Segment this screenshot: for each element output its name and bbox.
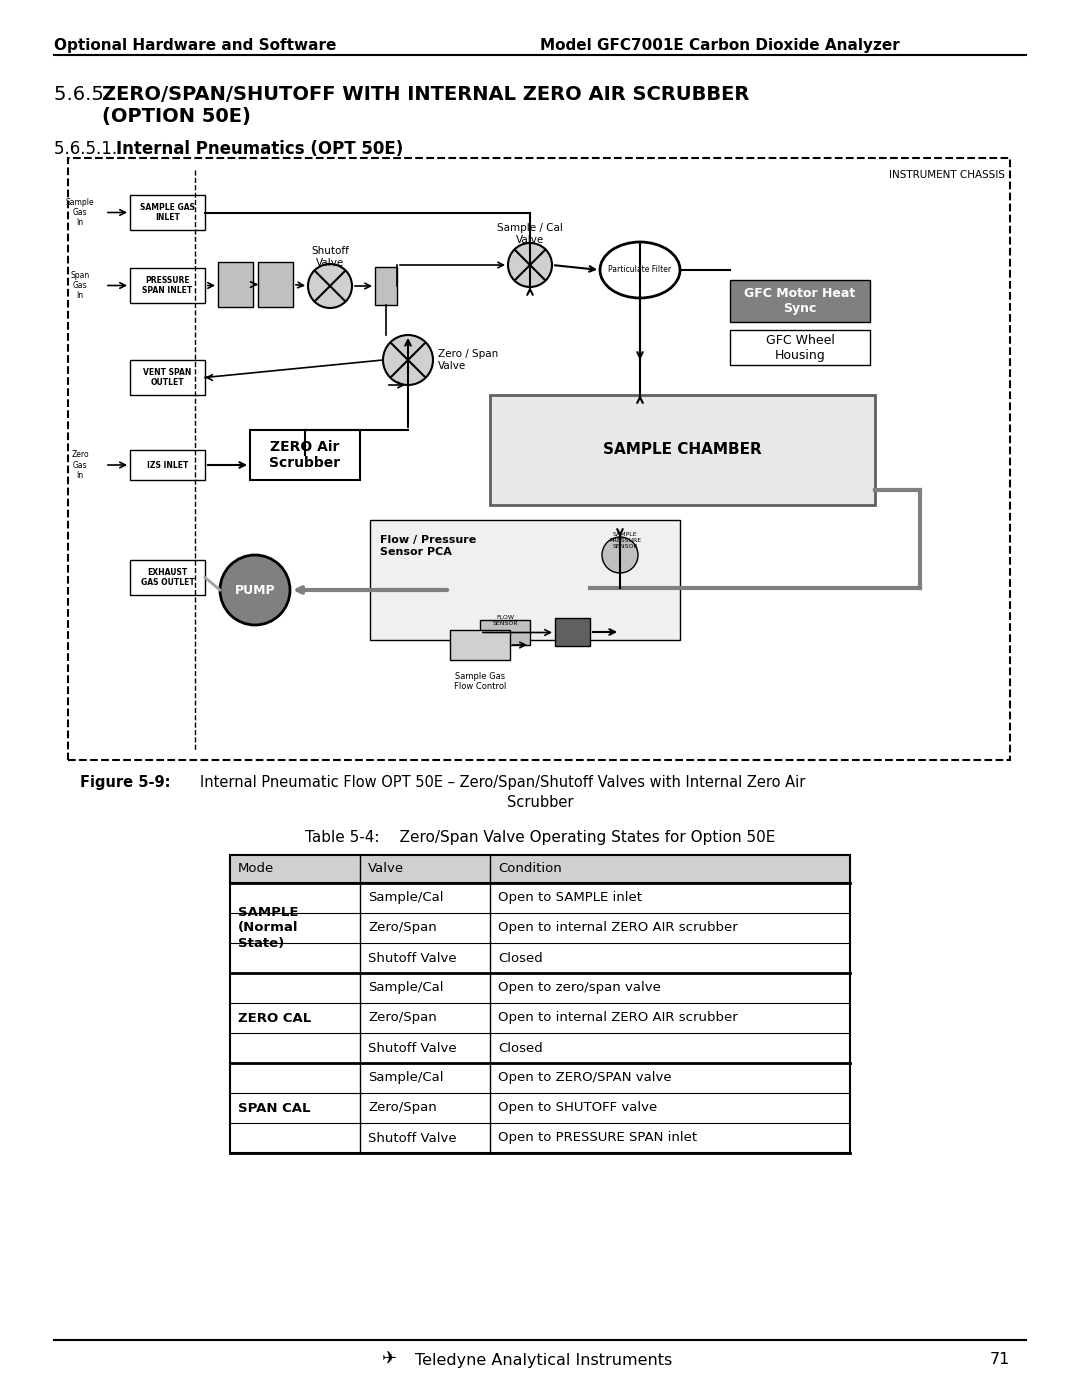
FancyBboxPatch shape [480, 620, 530, 645]
Ellipse shape [600, 242, 680, 298]
Text: ✈: ✈ [382, 1351, 397, 1369]
Text: (OPTION 50E): (OPTION 50E) [102, 108, 251, 126]
FancyBboxPatch shape [130, 450, 205, 481]
FancyBboxPatch shape [258, 263, 293, 307]
Text: FLOW
SENSOR: FLOW SENSOR [492, 615, 517, 626]
Text: VENT SPAN
OUTLET: VENT SPAN OUTLET [144, 367, 191, 387]
Text: Flow / Pressure
Sensor PCA: Flow / Pressure Sensor PCA [380, 535, 476, 556]
Text: INSTRUMENT CHASSIS: INSTRUMENT CHASSIS [889, 170, 1005, 180]
Text: Shutoff Valve: Shutoff Valve [368, 1042, 457, 1055]
FancyBboxPatch shape [249, 430, 360, 481]
FancyBboxPatch shape [68, 158, 1010, 760]
FancyBboxPatch shape [130, 196, 205, 231]
Circle shape [602, 536, 638, 573]
FancyBboxPatch shape [218, 263, 253, 307]
Text: IZS INLET: IZS INLET [147, 461, 188, 469]
Text: Sample / Cal
Valve: Sample / Cal Valve [497, 224, 563, 244]
Text: Sample Gas
Flow Control: Sample Gas Flow Control [454, 672, 507, 692]
FancyBboxPatch shape [130, 560, 205, 595]
FancyBboxPatch shape [130, 360, 205, 395]
Text: Open to PRESSURE SPAN inlet: Open to PRESSURE SPAN inlet [498, 1132, 697, 1144]
Text: Sample/Cal: Sample/Cal [368, 891, 444, 904]
Text: Open to SHUTOFF valve: Open to SHUTOFF valve [498, 1101, 658, 1115]
Text: Open to zero/span valve: Open to zero/span valve [498, 982, 661, 995]
Text: Span
Gas
In: Span Gas In [70, 271, 90, 300]
Text: Open to internal ZERO AIR scrubber: Open to internal ZERO AIR scrubber [498, 922, 738, 935]
Text: Shutoff Valve: Shutoff Valve [368, 1132, 457, 1144]
FancyBboxPatch shape [730, 279, 870, 321]
Text: Open to SAMPLE inlet: Open to SAMPLE inlet [498, 891, 642, 904]
Text: Scrubber: Scrubber [507, 795, 573, 810]
Text: SAMPLE GAS
INLET: SAMPLE GAS INLET [140, 203, 195, 222]
Text: Mode: Mode [238, 862, 274, 876]
Circle shape [383, 335, 433, 386]
Text: SPAN CAL: SPAN CAL [238, 1101, 311, 1115]
Circle shape [220, 555, 291, 624]
FancyBboxPatch shape [450, 630, 510, 659]
Text: Open to internal ZERO AIR scrubber: Open to internal ZERO AIR scrubber [498, 1011, 738, 1024]
Text: Sample/Cal: Sample/Cal [368, 982, 444, 995]
FancyBboxPatch shape [370, 520, 680, 640]
Circle shape [508, 243, 552, 286]
Text: Zero / Span
Valve: Zero / Span Valve [438, 349, 498, 370]
FancyBboxPatch shape [375, 267, 397, 305]
Text: PRESSURE
SPAN INLET: PRESSURE SPAN INLET [143, 275, 192, 295]
Text: Particulate Filter: Particulate Filter [608, 265, 672, 274]
Text: Closed: Closed [498, 1042, 543, 1055]
Text: GFC Wheel
Housing: GFC Wheel Housing [766, 334, 835, 362]
Text: Teledyne Analytical Instruments: Teledyne Analytical Instruments [415, 1352, 672, 1368]
FancyBboxPatch shape [555, 617, 590, 645]
Text: Sample/Cal: Sample/Cal [368, 1071, 444, 1084]
Text: ZERO/SPAN/SHUTOFF WITH INTERNAL ZERO AIR SCRUBBER: ZERO/SPAN/SHUTOFF WITH INTERNAL ZERO AIR… [102, 85, 750, 103]
Text: Shutoff
Valve: Shutoff Valve [311, 246, 349, 268]
Text: Open to ZERO/SPAN valve: Open to ZERO/SPAN valve [498, 1071, 672, 1084]
Text: PUMP: PUMP [234, 584, 275, 597]
Text: GFC Motor Heat
Sync: GFC Motor Heat Sync [744, 286, 855, 314]
Text: Zero/Span: Zero/Span [368, 1011, 436, 1024]
Circle shape [308, 264, 352, 307]
Text: Condition: Condition [498, 862, 562, 876]
Text: 5.6.5.: 5.6.5. [54, 85, 117, 103]
Text: Zero/Span: Zero/Span [368, 922, 436, 935]
FancyBboxPatch shape [230, 855, 850, 883]
Text: Figure 5-9:: Figure 5-9: [80, 775, 171, 789]
Text: Closed: Closed [498, 951, 543, 964]
Text: Internal Pneumatics (OPT 50E): Internal Pneumatics (OPT 50E) [116, 140, 403, 158]
Text: SAMPLE
(Normal
State): SAMPLE (Normal State) [238, 907, 298, 950]
FancyBboxPatch shape [730, 330, 870, 365]
Text: ZERO CAL: ZERO CAL [238, 1011, 311, 1024]
Text: Sample
Gas
In: Sample Gas In [66, 197, 94, 228]
Text: SAMPLE CHAMBER: SAMPLE CHAMBER [603, 443, 761, 457]
Text: Valve: Valve [368, 862, 404, 876]
FancyBboxPatch shape [130, 268, 205, 303]
Text: Internal Pneumatic Flow OPT 50E – Zero/Span/Shutoff Valves with Internal Zero Ai: Internal Pneumatic Flow OPT 50E – Zero/S… [200, 775, 806, 789]
Text: ZERO Air
Scrubber: ZERO Air Scrubber [269, 440, 340, 471]
Text: Zero
Gas
In: Zero Gas In [71, 450, 89, 481]
Text: EXHAUST
GAS OUTLET: EXHAUST GAS OUTLET [140, 567, 194, 587]
Text: SAMPLE
PRESSURE
SENSOR: SAMPLE PRESSURE SENSOR [609, 532, 642, 549]
Text: 5.6.5.1.: 5.6.5.1. [54, 140, 122, 158]
FancyBboxPatch shape [490, 395, 875, 504]
Text: 71: 71 [989, 1352, 1010, 1368]
Text: Table 5-4:  Zero/Span Valve Operating States for Option 50E: Table 5-4: Zero/Span Valve Operating Sta… [305, 830, 775, 845]
Text: Model GFC7001E Carbon Dioxide Analyzer: Model GFC7001E Carbon Dioxide Analyzer [540, 38, 900, 53]
Text: Zero/Span: Zero/Span [368, 1101, 436, 1115]
Text: Shutoff Valve: Shutoff Valve [368, 951, 457, 964]
Text: Optional Hardware and Software: Optional Hardware and Software [54, 38, 336, 53]
